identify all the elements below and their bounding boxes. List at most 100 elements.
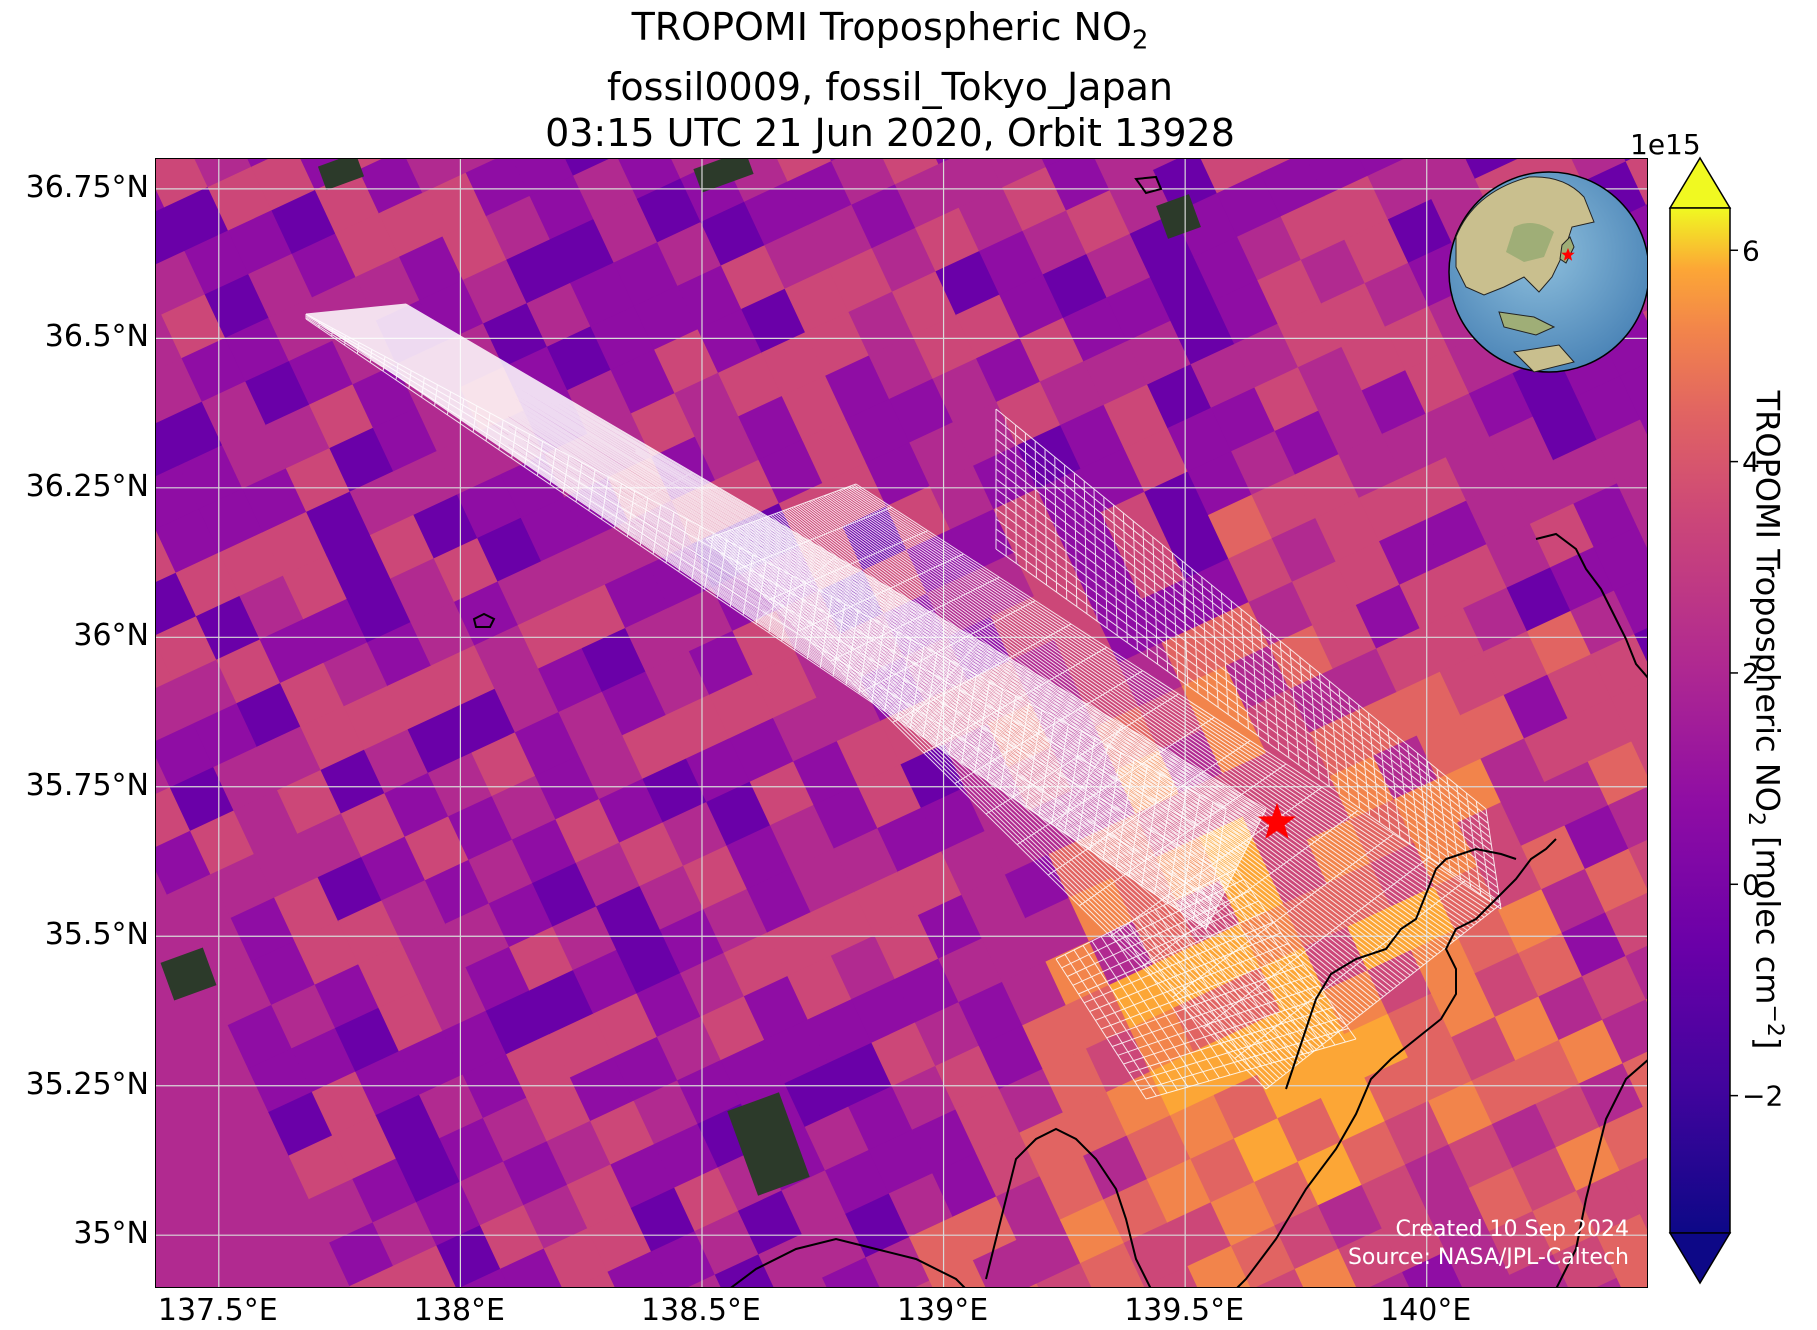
no2-pixel <box>570 262 636 328</box>
no2-pixel <box>787 160 853 226</box>
no2-pixel <box>375 1094 441 1160</box>
no2-pixel <box>1532 1190 1598 1256</box>
no2-pixel <box>1089 159 1155 192</box>
no2-pixel <box>1460 694 1526 760</box>
no2-pixel <box>938 937 1004 1004</box>
no2-pixel <box>529 175 595 241</box>
credits-source: Source: NASA/JPL-Caltech <box>1347 1245 1629 1270</box>
no2-pixel <box>271 189 337 255</box>
no2-pixel <box>1126 320 1192 386</box>
no2-pixel <box>1187 1245 1253 1287</box>
no2-pixel <box>825 355 891 421</box>
no2-pixel <box>981 159 1047 189</box>
no2-pixel <box>303 598 369 664</box>
map-panel <box>155 158 1648 1288</box>
title-line-2: fossil0009, fossil_Tokyo_Japan <box>607 64 1173 109</box>
no2-pixel <box>1323 969 1389 1036</box>
no2-pixel <box>453 581 520 647</box>
globe-location-marker <box>1561 248 1575 261</box>
no2-pixel <box>488 882 554 948</box>
no2-pixel <box>1318 390 1384 456</box>
no2-pixel <box>978 230 1045 296</box>
no2-pixel <box>192 702 259 768</box>
no2-pixel <box>468 839 534 905</box>
no2-pixel <box>1509 459 1575 525</box>
no2-pixel <box>619 821 685 887</box>
footprint-swath-central <box>705 483 1502 1090</box>
map-canvas <box>156 159 1647 1287</box>
no2-pixel <box>1361 369 1427 435</box>
no2-pixel <box>1347 906 1413 972</box>
no2-pixel <box>877 807 943 873</box>
no2-pixel <box>1434 865 1500 931</box>
no2-pixel <box>175 552 241 618</box>
no2-pixel <box>723 159 789 203</box>
no2-pixel <box>509 159 575 197</box>
no2-pixel <box>929 1259 995 1287</box>
no2-pixel <box>897 850 963 917</box>
no2-pixel <box>1257 1054 1323 1120</box>
latitude-tick-label: 36°N <box>73 618 149 654</box>
no2-pixel <box>575 842 641 908</box>
no2-pixel <box>349 1265 415 1287</box>
no2-pixel <box>335 212 401 278</box>
no2-pixel <box>657 221 723 287</box>
no2-pixel <box>659 159 726 180</box>
latitude-tick-label: 35.5°N <box>44 917 149 953</box>
no2-pixel <box>314 963 380 1029</box>
globe-land-indonesia <box>1498 311 1556 336</box>
no2-pixel <box>372 1201 438 1267</box>
no2-pixel <box>1196 159 1262 195</box>
no2-pixel <box>587 1207 653 1273</box>
no2-pixel <box>738 395 804 461</box>
no2-pixel <box>219 531 285 597</box>
no2-pixel <box>262 511 328 577</box>
no2-pixel <box>749 761 815 827</box>
no2-pixel <box>1106 1071 1172 1137</box>
colorbar-exponent: 1e15 <box>1630 128 1701 161</box>
no2-pixel <box>500 1248 566 1287</box>
coastline-izu <box>985 1127 1152 1287</box>
no2-pixel <box>784 268 850 334</box>
no2-pixel <box>616 929 682 995</box>
no2-pixel <box>1039 1155 1105 1221</box>
no2-pixel <box>790 848 856 914</box>
no2-pixel <box>1213 1074 1279 1140</box>
no2-pixel <box>871 227 937 293</box>
no2-pixel <box>1509 1254 1575 1287</box>
no2-pixel <box>668 587 734 653</box>
no2-pixel <box>1193 236 1259 302</box>
no2-pixel <box>706 781 772 847</box>
no2-pixel <box>653 1123 720 1189</box>
no2-pixel <box>714 1253 780 1287</box>
no2-pixel <box>340 792 406 858</box>
no2-pixel <box>1164 514 1230 580</box>
no2-pixel <box>526 282 592 348</box>
no2-pixel <box>1016 424 1082 490</box>
no2-pixel <box>1463 587 1529 653</box>
no2-pixel <box>1370 842 1436 908</box>
no2-pixel <box>549 1013 615 1079</box>
no2-pixel <box>824 1149 891 1215</box>
no2-pixel <box>1355 584 1421 650</box>
no2-pixel <box>700 201 766 267</box>
no2-pixel <box>1083 1135 1149 1201</box>
latitude-tick-label: 36.25°N <box>25 468 149 504</box>
no2-pixel <box>1039 360 1105 427</box>
no2-pixel <box>187 159 253 189</box>
no2-pixel <box>769 804 836 870</box>
no2-pixel <box>251 159 317 212</box>
no2-pixel <box>1367 949 1433 1015</box>
no2-pixel <box>285 447 351 513</box>
no2-pixel <box>938 159 1004 209</box>
no2-pixel <box>538 647 604 713</box>
imagery-tile <box>693 159 754 193</box>
no2-pixel <box>1187 450 1253 516</box>
coastline-southwest <box>730 1237 966 1287</box>
no2-pixel <box>247 1047 314 1114</box>
no2-pixel <box>156 786 192 853</box>
no2-pixel <box>1494 996 1560 1062</box>
no2-pixel <box>1280 195 1346 261</box>
no2-pixel <box>935 250 1001 316</box>
no2-pixel <box>737 1190 804 1256</box>
